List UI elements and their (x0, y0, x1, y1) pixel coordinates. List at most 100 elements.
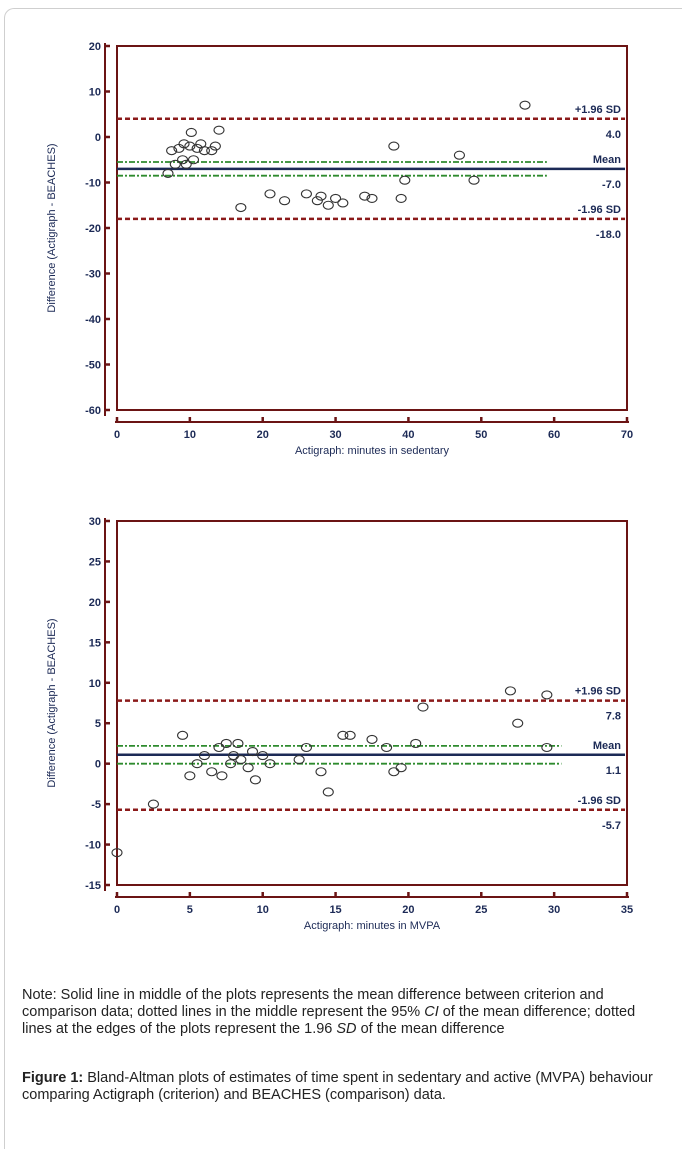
x-tick-label: 60 (548, 429, 560, 441)
x-tick-label: 10 (184, 429, 196, 441)
data-point (185, 127, 197, 137)
plot-sedentary: 20 10 0 -10 -20 -30 -40 -50 -60 0 10 20 30 40 50 60 70 Ac… (46, 41, 633, 457)
data-point (187, 155, 200, 165)
x-tick-label: 30 (329, 429, 341, 441)
data-point (191, 143, 203, 153)
data-point (242, 763, 254, 773)
data-point (512, 718, 524, 728)
data-point (388, 141, 400, 151)
note-sd: SD (336, 1021, 357, 1037)
data-point (169, 159, 181, 169)
data-point (177, 730, 189, 740)
caption-text: Bland-Altman plots of estimates of time … (22, 1070, 653, 1103)
figure-caption: Figure 1: Bland-Altman plots of estimate… (22, 1070, 662, 1104)
data-point (315, 191, 327, 201)
data-point (235, 202, 247, 213)
data-point (330, 193, 342, 203)
y-tick-label: -5 (91, 799, 101, 811)
data-point (366, 193, 378, 203)
x-tick-label: 15 (329, 904, 341, 916)
note-ci: CI (424, 1004, 439, 1020)
note-text-3: of the mean difference (356, 1021, 505, 1037)
x-tick-label: 20 (402, 904, 414, 916)
data-point (235, 755, 247, 765)
caption-label: Figure 1: (22, 1070, 84, 1086)
data-point (232, 738, 244, 748)
line-value-label: 7.8 (606, 711, 621, 723)
data-point (366, 734, 378, 744)
figure-note: Note: Solid line in middle of the plots … (22, 987, 662, 1038)
y-tick-label: -15 (85, 880, 101, 892)
data-point (381, 742, 393, 753)
x-axis-label: Actigraph: minutes in sedentary (295, 445, 450, 457)
data-point (504, 686, 516, 696)
y-tick-label: -50 (85, 360, 101, 372)
data-point (410, 738, 422, 748)
note-text-2: of the mean difference; dotted lines at … (22, 1004, 636, 1037)
line-value-label: 1.1 (606, 765, 621, 777)
x-tick-label: 30 (548, 904, 560, 916)
data-point (315, 767, 327, 777)
plot-frame (116, 45, 628, 411)
data-point (388, 767, 400, 777)
line-label: -1.96 SD (578, 795, 621, 807)
y-axis-label: Difference (Actigraph - BEACHES) (46, 143, 58, 312)
note-text-1: Note: Solid line in middle of the plots … (22, 987, 604, 1020)
data-point (453, 150, 465, 160)
data-point (220, 738, 232, 748)
x-tick-label: 5 (187, 904, 193, 916)
data-point (395, 193, 407, 203)
y-tick-label: 20 (89, 41, 101, 53)
y-tick-label: 10 (89, 87, 101, 99)
line-value-label: -7.0 (602, 179, 621, 191)
data-point (300, 189, 312, 199)
data-point (177, 155, 189, 165)
y-tick-label: 30 (89, 516, 101, 528)
line-label: Mean (593, 740, 621, 752)
data-point (111, 848, 123, 858)
data-point (322, 787, 334, 797)
line-value-label: -18.0 (596, 229, 621, 241)
data-point (293, 755, 305, 765)
y-tick-label: -60 (85, 405, 101, 417)
plot-mvpa: 30 25 20 15 10 5 0 -5 -10 -15 0 5 10 15 20 25 30 35 Actigr… (46, 516, 633, 932)
line-label: +1.96 SD (575, 686, 621, 698)
data-point (249, 775, 261, 785)
data-point (337, 730, 349, 740)
data-point (300, 742, 312, 753)
data-point (519, 100, 531, 110)
data-point (213, 125, 225, 135)
data-point (257, 751, 269, 761)
data-point (209, 141, 221, 151)
data-point (264, 189, 276, 199)
x-tick-label: 0 (114, 904, 120, 916)
data-point (337, 198, 349, 208)
data-point (246, 746, 259, 757)
x-axis-label: Actigraph: minutes in MVPA (304, 920, 441, 932)
y-tick-label: 0 (95, 132, 101, 144)
data-point (206, 767, 218, 777)
data-point (279, 196, 291, 206)
data-point (322, 200, 334, 210)
data-point (162, 168, 174, 178)
data-point (399, 175, 411, 185)
line-label: -1.96 SD (578, 204, 621, 216)
line-value-label: 4.0 (606, 129, 621, 141)
line-label: +1.96 SD (575, 104, 621, 116)
y-tick-label: 15 (89, 637, 101, 649)
data-point (178, 139, 190, 149)
data-point (468, 175, 480, 185)
plot-frame (116, 520, 628, 886)
data-point (198, 751, 210, 761)
data-point (184, 141, 196, 151)
figure-frame (4, 8, 682, 1149)
x-tick-label: 10 (257, 904, 269, 916)
y-tick-label: 25 (89, 556, 101, 568)
data-point (147, 799, 159, 809)
x-tick-label: 70 (621, 429, 633, 441)
data-point (264, 759, 276, 769)
data-point (417, 702, 429, 712)
data-point (206, 146, 218, 156)
y-tick-label: -30 (85, 269, 101, 281)
x-tick-label: 40 (402, 429, 414, 441)
